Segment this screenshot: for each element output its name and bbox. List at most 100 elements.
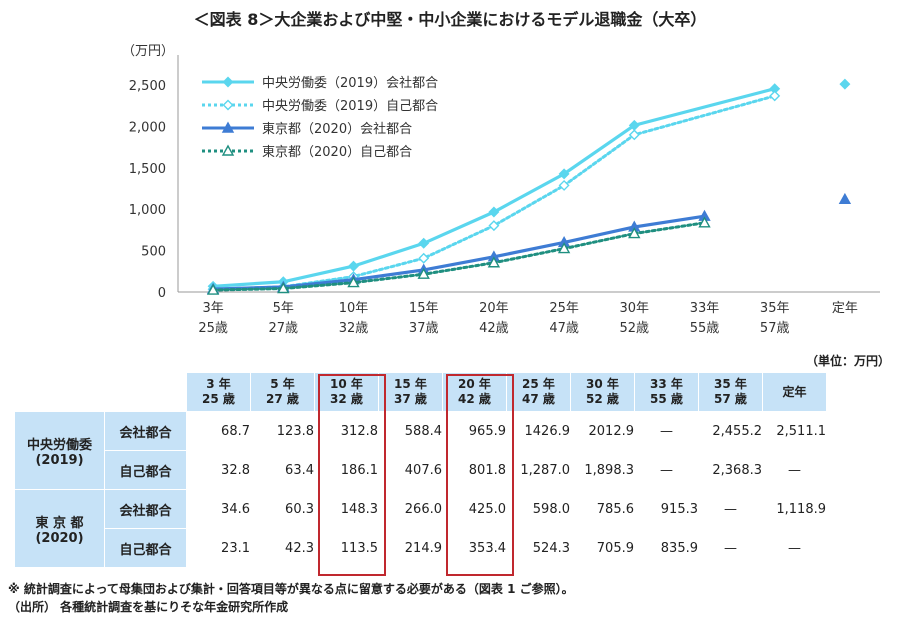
data-point (488, 220, 500, 232)
table-cell: 598.0 (506, 489, 571, 529)
table-corner (14, 372, 105, 412)
line-chart: 0 500 1,000 1,500 2,000 2,500 （万円） 3年 25歳 5年 27歳 10… (122, 44, 880, 336)
x-tick-label: 25歳 (198, 321, 228, 336)
table-cell: 1426.9 (506, 411, 571, 451)
table-cell: 588.4 (378, 411, 443, 451)
table-row: 東 京 都 (2020) 会社都合 34.6 60.3 148.3 266.0 4… (14, 489, 827, 568)
x-tick-label: 25年 (549, 301, 579, 316)
table-header-row: 3 年 25 歳 5 年 27 歳 10 年 32 歳 15 年 37 歳 20 年 42… (14, 372, 827, 412)
table-cell: 1,118.9 (762, 489, 827, 529)
table-cell: 148.3 (314, 489, 379, 529)
table-cell: 32.8 (186, 450, 251, 490)
series-line (211, 221, 706, 292)
table-cell: 705.9 (570, 528, 635, 568)
column-header: 5 年 27 歳 (250, 372, 315, 412)
y-tick-label: 1,500 (129, 162, 166, 177)
data-point (222, 99, 234, 111)
table-cell: 42.3 (250, 528, 315, 568)
data-point (417, 267, 430, 279)
data-point (628, 129, 640, 141)
data-point (488, 206, 500, 218)
table-corner (104, 372, 187, 412)
data-point (487, 256, 501, 268)
footnote: ※ 統計調査によって母集団および集計・回答項目等が異なる点に留意する必要がある（… (8, 582, 574, 596)
chart-title: ＜図表 8＞大企業および中堅・中小企業におけるモデル退職金（大卒） (193, 10, 707, 29)
x-tick-label: 33年 (690, 301, 720, 316)
x-tick-label: 定年 (832, 301, 858, 316)
x-tick-label: 10年 (339, 301, 369, 316)
table-cell: 63.4 (250, 450, 315, 490)
table-cell: 1,287.0 (506, 450, 571, 490)
table-cell: 915.3 (634, 489, 699, 529)
data-point (277, 282, 290, 294)
table-cell: 186.1 (314, 450, 379, 490)
table-cell: 425.0 (442, 489, 507, 529)
data-point (221, 144, 235, 156)
group-label: 東 京 都 (2020) (14, 489, 105, 568)
legend-label: 中央労働委（2019）会社都合 (262, 75, 438, 91)
data-point (206, 283, 220, 295)
y-axis-label: （万円） (122, 44, 174, 59)
data-point (418, 237, 430, 249)
y-tick-label: 1,000 (129, 203, 166, 218)
column-header: 33 年 55 歳 (634, 372, 699, 412)
table-cell: 965.9 (442, 411, 507, 451)
column-header: 25 年 47 歳 (506, 372, 571, 412)
row-label: 会社都合 (104, 411, 187, 451)
column-header: 10 年 32 歳 (314, 372, 379, 412)
legend-label: 東京都（2020）自己都合 (262, 144, 412, 160)
legend-label: 中央労働委（2019）自己都合 (262, 99, 438, 114)
data-point (222, 76, 234, 88)
x-tick-label: 27歳 (269, 321, 299, 336)
table-cell: — (698, 528, 763, 568)
table-unit: （単位：万円） (805, 354, 890, 368)
data-point (839, 78, 851, 90)
column-header: 20 年 42 歳 (442, 372, 507, 412)
y-tick-label: 0 (158, 286, 166, 301)
data-point (558, 179, 570, 191)
x-tick-label: 55歳 (690, 321, 720, 336)
data-table: 3 年 25 歳 5 年 27 歳 10 年 32 歳 15 年 37 歳 20 年 42… (14, 372, 827, 568)
data-point (418, 252, 430, 264)
column-header: 35 年 57 歳 (698, 372, 763, 412)
table-cell: 113.5 (314, 528, 379, 568)
x-tick-label: 52歳 (620, 321, 650, 336)
table-cell: 266.0 (378, 489, 443, 529)
table-cell: 524.3 (506, 528, 571, 568)
row-label: 会社都合 (104, 489, 187, 529)
data-point (221, 121, 235, 133)
table-cell: 23.1 (186, 528, 251, 568)
table-cell: — (762, 528, 827, 568)
series-line (211, 87, 777, 288)
row-label: 自己都合 (104, 450, 187, 490)
x-tick-label: 42歳 (479, 321, 509, 336)
column-header: 3 年 25 歳 (186, 372, 251, 412)
table-cell: 835.9 (634, 528, 699, 568)
x-tick-label: 32歳 (339, 321, 369, 336)
table-cell: 2,368.3 (698, 450, 763, 490)
table-cell: 68.7 (186, 411, 251, 451)
source-note: （出所） 各種統計調査を基にりそな年金研究所作成 (8, 600, 289, 614)
table-cell: 353.4 (442, 528, 507, 568)
series-line (211, 214, 707, 291)
x-tick-label: 15年 (409, 301, 439, 316)
x-tick-label: 3年 (202, 301, 223, 316)
table-cell: 1,898.3 (570, 450, 635, 490)
group-label: 中央労働委 (2019) (14, 411, 105, 490)
row-label: 自己都合 (104, 528, 187, 568)
table-cell: 801.8 (442, 450, 507, 490)
table-cell: 123.8 (250, 411, 315, 451)
table-row: 自己都合 32.8 63.4 186.1 407.6 801.8 1,287.0… (15, 450, 827, 490)
y-tick-label: 2,000 (129, 120, 166, 135)
column-header: 15 年 37 歳 (378, 372, 443, 412)
x-tick-label: 37歳 (409, 321, 439, 336)
x-tick-label: 30年 (620, 301, 650, 316)
data-point (558, 168, 570, 180)
x-tick-label: 35年 (760, 301, 790, 316)
table-cell: 407.6 (378, 450, 443, 490)
table-row: 自己都合 23.1 42.3 113.5 214.9 353.4 524.3 7… (15, 528, 827, 568)
table-cell: 312.8 (314, 411, 379, 451)
x-tick-label: 5年 (273, 301, 294, 316)
table-cell: — (762, 450, 827, 490)
data-point (348, 260, 359, 272)
